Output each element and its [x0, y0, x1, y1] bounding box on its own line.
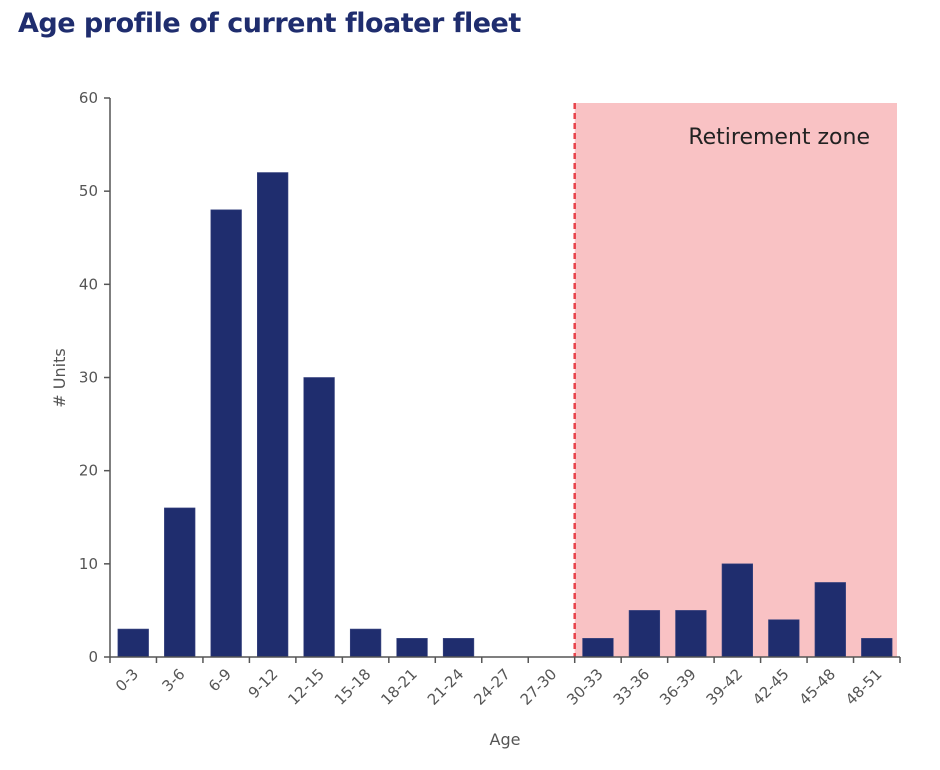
bar-0-3 — [117, 628, 149, 658]
x-tick-label: 33-36 — [610, 665, 654, 709]
bar-45-48 — [814, 582, 846, 658]
bar-36-39 — [675, 610, 707, 658]
bar-21-24 — [442, 638, 475, 658]
x-tick-label: 42-45 — [749, 665, 793, 709]
x-tick-label: 45-48 — [796, 665, 840, 709]
x-tick-label: 18-21 — [377, 665, 421, 709]
x-tick-label: 9-12 — [245, 665, 282, 702]
x-tick-label: 0-3 — [112, 665, 142, 695]
x-axis-label: Age — [490, 730, 521, 749]
y-tick-label: 50 — [79, 182, 98, 200]
y-tick-label: 60 — [79, 89, 98, 107]
bar-9-12 — [257, 172, 289, 658]
bar-39-42 — [721, 563, 753, 658]
y-tick-label: 0 — [88, 648, 98, 666]
bar-15-18 — [349, 628, 382, 658]
x-tick-label: 12-15 — [284, 665, 328, 709]
bar-12-15 — [303, 377, 335, 658]
y-axis-label: # Units — [50, 348, 69, 407]
y-tick-label: 40 — [79, 275, 98, 293]
bar-33-36 — [628, 610, 661, 658]
x-tick-label: 48-51 — [842, 665, 886, 709]
chart-title: Age profile of current floater fleet — [18, 8, 521, 39]
retirement-zone-label: Retirement zone — [688, 125, 870, 150]
x-tick-label: 6-9 — [205, 665, 235, 695]
bar-6-9 — [210, 209, 242, 658]
y-tick-label: 10 — [79, 555, 98, 573]
x-tick-label: 3-6 — [158, 665, 188, 695]
x-tick-label: 30-33 — [563, 665, 607, 709]
x-tick-label: 36-39 — [656, 665, 700, 709]
bar-42-45 — [768, 619, 800, 658]
y-tick-label: 30 — [79, 369, 98, 387]
y-tick-label: 20 — [79, 462, 98, 480]
x-tick-label: 24-27 — [470, 665, 514, 709]
bar-48-51 — [861, 638, 893, 658]
bar-18-21 — [396, 638, 428, 658]
bar-3-6 — [164, 507, 196, 658]
x-tick-label: 15-18 — [331, 665, 375, 709]
x-tick-label: 21-24 — [424, 665, 468, 709]
bar-30-33 — [582, 638, 614, 658]
x-tick-label: 27-30 — [517, 665, 561, 709]
x-tick-label: 39-42 — [703, 665, 747, 709]
